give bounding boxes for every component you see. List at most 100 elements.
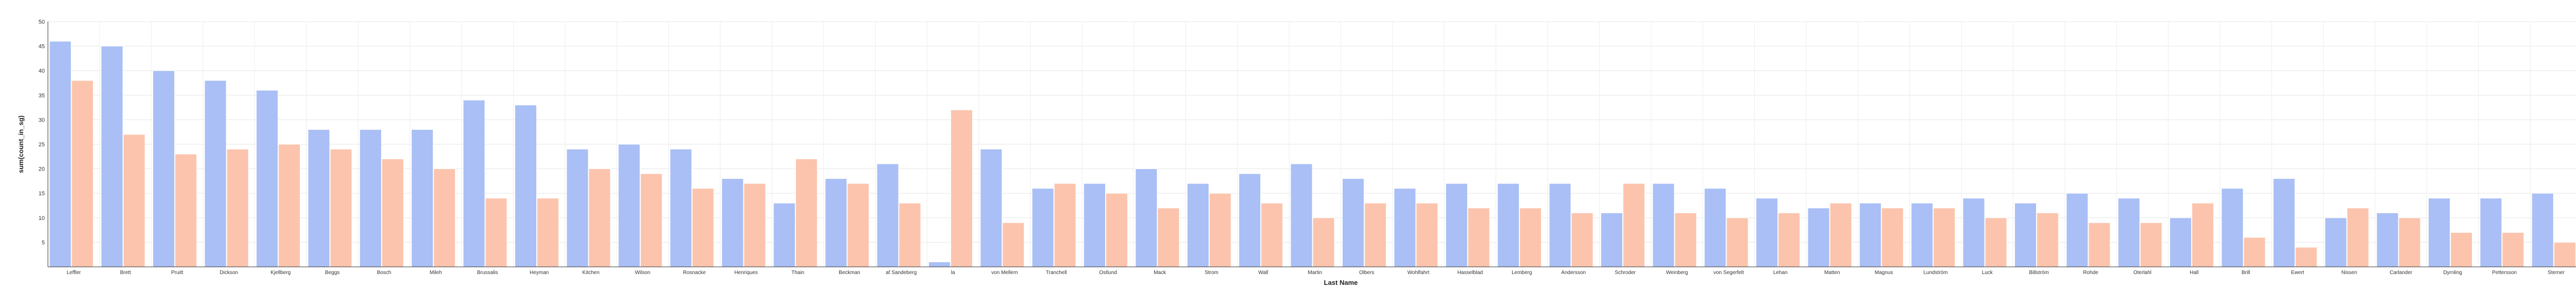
bar-series-1 xyxy=(1756,198,1778,267)
bar-series-1 xyxy=(1239,173,1261,267)
bar-series-1 xyxy=(2221,188,2244,267)
bar-series-2 xyxy=(2088,222,2111,267)
x-tick-label: Andersson xyxy=(1561,270,1586,276)
x-tick-label: Magnus xyxy=(1875,270,1893,276)
bar-series-1 xyxy=(876,163,899,267)
x-tick-label: Kitchen xyxy=(582,270,599,276)
bar-series-2 xyxy=(1416,202,1438,267)
bar-series-1 xyxy=(1549,183,1571,267)
y-tick-label: 25 xyxy=(39,142,45,148)
bar-series-1 xyxy=(721,178,744,267)
x-tick-label: Dyrnling xyxy=(2443,270,2462,276)
bar-series-2 xyxy=(2502,232,2524,267)
bar-series-1 xyxy=(204,80,227,267)
x-tick-labels: Leffler Brett Pruitt Dickson Kjellberg Beggs B… xyxy=(66,270,2565,276)
x-tick-label: Brill xyxy=(2242,270,2250,276)
bar-series-2 xyxy=(485,198,507,267)
x-tick-label: Oterlahl xyxy=(2133,270,2151,276)
y-tick-label: 50 xyxy=(39,19,45,25)
bar-series-2 xyxy=(2398,217,2421,267)
bar-series-1 xyxy=(980,149,1003,267)
x-tick-label: Leffler xyxy=(66,270,81,276)
bar-series-2 xyxy=(2140,222,2162,267)
y-tick-labels: 5 10 15 20 25 30 35 40 45 50 xyxy=(39,19,45,246)
y-tick-label: 35 xyxy=(39,93,45,99)
x-tick-label: Henriques xyxy=(734,270,758,276)
bar-series-2 xyxy=(1674,212,1697,267)
bar-series-1 xyxy=(256,90,279,267)
bar-series-1 xyxy=(670,149,692,267)
bar-series-1 xyxy=(1859,202,1882,267)
bar-series-1 xyxy=(2531,193,2554,267)
x-tick-label: Wohlfahrt xyxy=(1408,270,1430,276)
bar-series-2 xyxy=(226,149,249,267)
y-tick-label: 45 xyxy=(39,44,45,50)
bar-series-1 xyxy=(514,105,537,267)
x-tick-label: Strom xyxy=(1205,270,1218,276)
bar-series-2 xyxy=(1933,208,1956,267)
bar-series-1 xyxy=(566,149,589,267)
bar-series-1 xyxy=(1394,188,1416,267)
bar-series-2 xyxy=(743,183,766,267)
bar-series-2 xyxy=(847,183,870,267)
bar-series-2 xyxy=(899,202,921,267)
x-tick-label: Kjellberg xyxy=(270,270,291,276)
bar-series-1 xyxy=(2066,193,2089,267)
bar-series-1 xyxy=(1031,188,1054,267)
bar-series-1 xyxy=(773,202,795,267)
bar-series-1 xyxy=(825,178,848,267)
bar-series-2 xyxy=(1312,217,1335,267)
x-tick-label: Lundström xyxy=(1923,270,1947,276)
bar-series-1 xyxy=(1342,178,1364,267)
bar-series-2 xyxy=(1829,202,1852,267)
bar-series-2 xyxy=(1778,212,1801,267)
x-tick-label: Pettersson xyxy=(2492,270,2517,276)
bar-series-1 xyxy=(928,261,951,267)
bar-series-2 xyxy=(1622,183,1645,267)
x-tick-label: Hall xyxy=(2190,270,2198,276)
x-tick-label: Tranchell xyxy=(1046,270,1067,276)
x-tick-label: Sterner xyxy=(2548,270,2565,276)
y-tick-label: 15 xyxy=(39,191,45,197)
bar-series-2 xyxy=(1519,208,1542,267)
bar-series-1 xyxy=(1807,208,1830,267)
x-tick-label: Rosnacke xyxy=(683,270,706,276)
bar-series-1 xyxy=(1962,198,1985,267)
bar-series-1 xyxy=(411,129,434,267)
x-tick-label: Lehan xyxy=(1773,270,1788,276)
x-tick-label: Nissen xyxy=(2342,270,2358,276)
x-tick-label: Schroder xyxy=(1615,270,1636,276)
bar-series-1 xyxy=(308,129,330,267)
bar-series-2 xyxy=(1002,222,1025,267)
bar-series-1 xyxy=(2273,178,2295,267)
x-tick-label: Bosch xyxy=(377,270,392,276)
bar-series-2 xyxy=(1209,193,1231,267)
x-tick-label: Wilson xyxy=(635,270,650,276)
x-tick-label: Heyman xyxy=(530,270,549,276)
x-tick-label: Mack xyxy=(1154,270,1166,276)
y-tick-label: 40 xyxy=(39,68,45,74)
bar-series-1 xyxy=(1911,202,1934,267)
x-tick-label: af Sandeberg xyxy=(886,270,917,276)
bar-series-2 xyxy=(330,149,352,267)
bar-series-1 xyxy=(618,144,640,267)
bar-series-2 xyxy=(1726,217,1749,267)
x-tick-label: Beckman xyxy=(839,270,860,276)
axes xyxy=(47,22,2576,267)
bar-series-1 xyxy=(1083,183,1106,267)
x-tick-label: Weinberg xyxy=(1666,270,1688,276)
x-tick-label: Mileh xyxy=(430,270,442,276)
x-tick-label: Thain xyxy=(791,270,804,276)
x-tick-label: Carlander xyxy=(2389,270,2413,276)
bar-series-2 xyxy=(2295,247,2317,267)
bar-series-1 xyxy=(2325,217,2347,267)
x-tick-label: Brussalis xyxy=(477,270,498,276)
x-tick-label: Brett xyxy=(120,270,131,276)
bar-series-2 xyxy=(640,173,663,267)
x-tick-label: Ostlund xyxy=(1099,270,1117,276)
bar-series-1 xyxy=(1600,212,1623,267)
bar-series-1 xyxy=(2170,217,2192,267)
y-axis-title: sum(count_in_sg) xyxy=(17,115,25,173)
bar-series-1 xyxy=(2376,212,2399,267)
bar-series-1 xyxy=(2480,198,2502,267)
